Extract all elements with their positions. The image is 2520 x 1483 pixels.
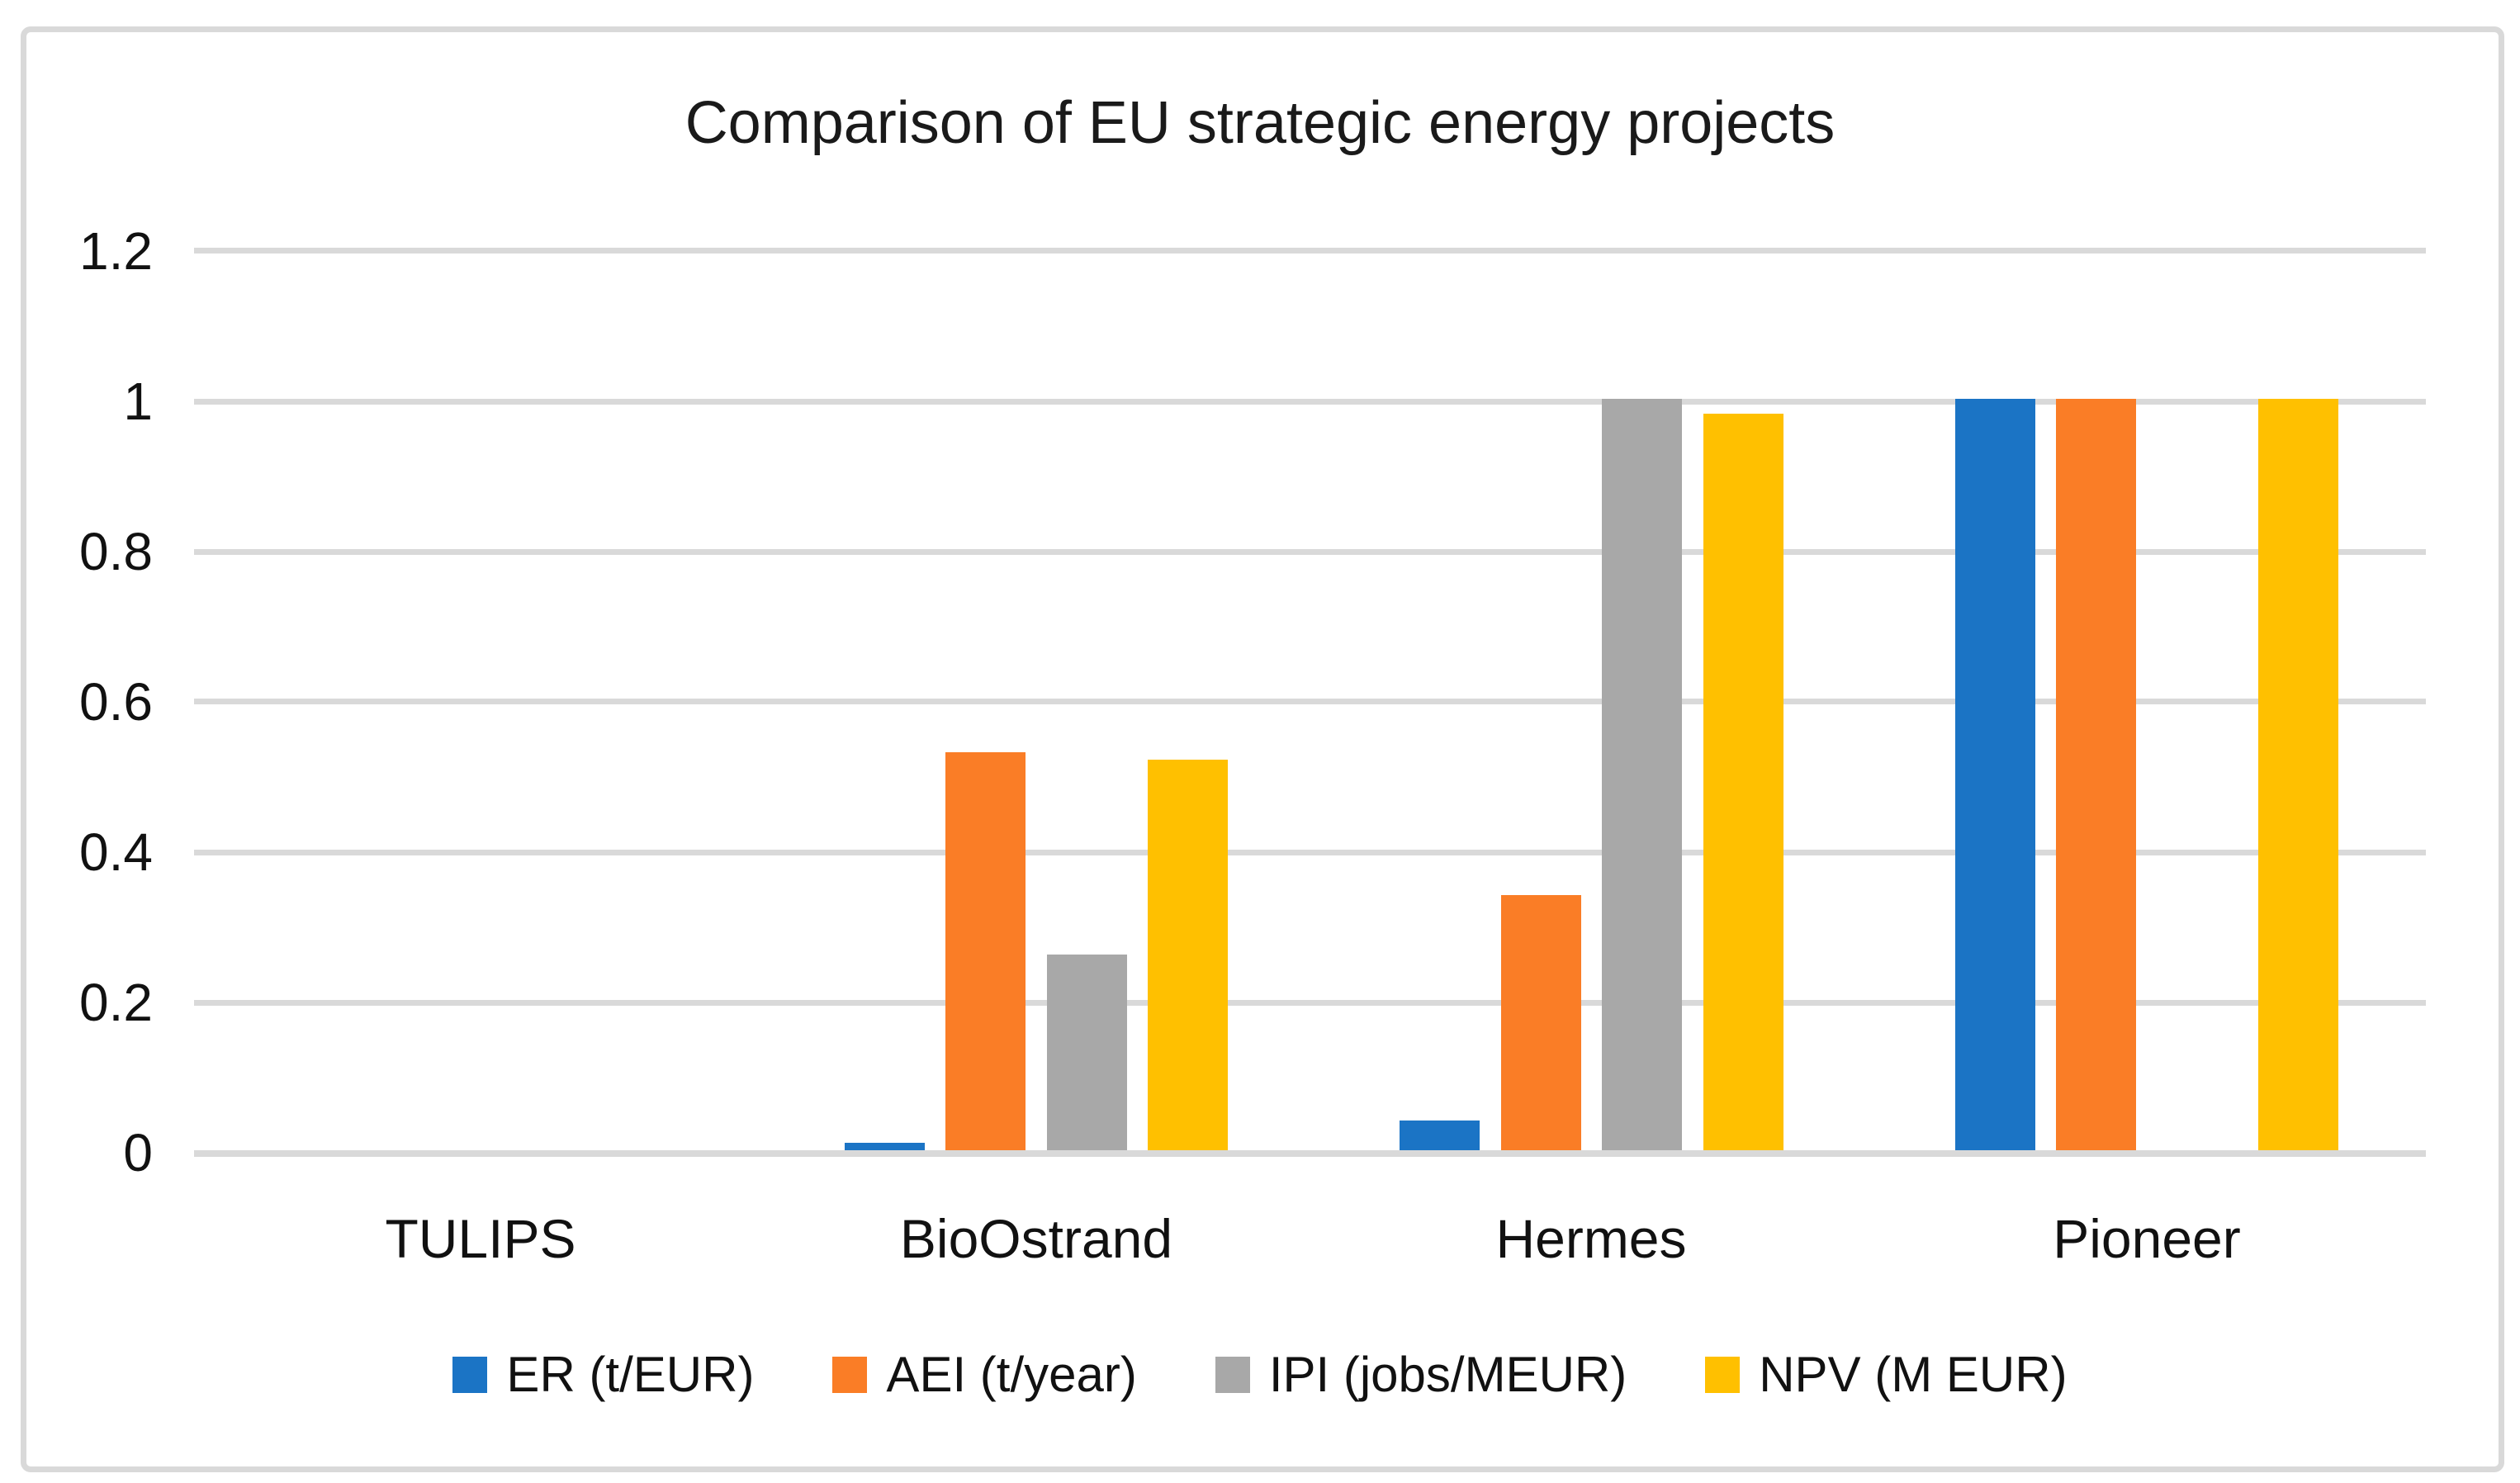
gridline-0.6	[194, 699, 2426, 704]
gridline-0.2	[194, 1000, 2426, 1006]
bar-ipi-jobs-meur-hermes	[1602, 399, 1682, 1150]
bar-npv-m-eur-pioneer	[2258, 399, 2338, 1150]
y-axis-tick-label-0: 0	[123, 1123, 153, 1182]
legend-marker-er-t-eur	[452, 1356, 488, 1393]
y-axis-tick-label-0-6: 0.6	[79, 672, 153, 732]
y-axis-tick-label-1: 1	[123, 372, 153, 431]
x-axis-label-tulips: TULIPS	[385, 1208, 576, 1269]
bar-ipi-jobs-meur-bioostrand	[1047, 955, 1127, 1150]
legend-item-ipi-jobs-meur: IPI (jobs/MEUR)	[1215, 1346, 1627, 1403]
x-axis-label-bioostrand: BioOstrand	[899, 1208, 1173, 1269]
gridline-0.4	[194, 850, 2426, 855]
legend-marker-ipi-jobs-meur	[1215, 1356, 1250, 1393]
gridline-1.2	[194, 248, 2426, 253]
legend-label-ipi-jobs-meur: IPI (jobs/MEUR)	[1268, 1347, 1627, 1402]
legend-marker-aei-t-year	[832, 1356, 868, 1393]
y-axis-tick-label-1-2: 1.2	[79, 221, 153, 281]
bar-er-t-eur-hermes	[1400, 1121, 1480, 1150]
bar-er-t-eur-pioneer	[1955, 399, 2035, 1150]
legend-item-npv-m-eur: NPV (M EUR)	[1705, 1346, 2068, 1403]
legend-marker-npv-m-eur	[1705, 1356, 1741, 1393]
legend: ER (t/EUR) AEI (t/year) IPI (jobs/MEUR) NPV…	[0, 1346, 2520, 1403]
x-axis-label-hermes: Hermes	[1495, 1208, 1687, 1269]
y-axis-tick-label-0-2: 0.2	[79, 973, 153, 1032]
y-axis-tick-label-0-4: 0.4	[79, 822, 153, 882]
x-axis-label-pioneer: Pioneer	[2053, 1208, 2241, 1269]
bar-er-t-eur-bioostrand	[845, 1143, 925, 1150]
gridline-1	[194, 399, 2426, 405]
legend-label-aei-t-year: AEI (t/year)	[886, 1347, 1137, 1402]
bar-npv-m-eur-hermes	[1703, 414, 1783, 1150]
legend-label-er-t-eur: ER (t/EUR)	[506, 1347, 755, 1402]
bar-aei-t-year-hermes	[1501, 895, 1581, 1150]
bar-aei-t-year-pioneer	[2056, 399, 2136, 1150]
legend-label-npv-m-eur: NPV (M EUR)	[1759, 1347, 2068, 1402]
x-axis-line	[194, 1150, 2426, 1157]
legend-item-er-t-eur: ER (t/EUR)	[452, 1346, 754, 1403]
bar-npv-m-eur-bioostrand	[1148, 760, 1228, 1150]
gridline-0.8	[194, 549, 2426, 555]
legend-item-aei-t-year: AEI (t/year)	[832, 1346, 1137, 1403]
bar-aei-t-year-bioostrand	[945, 752, 1026, 1150]
y-axis-tick-label-0-8: 0.8	[79, 522, 153, 581]
chart-title: Comparison of EU strategic energy projec…	[684, 90, 1836, 156]
